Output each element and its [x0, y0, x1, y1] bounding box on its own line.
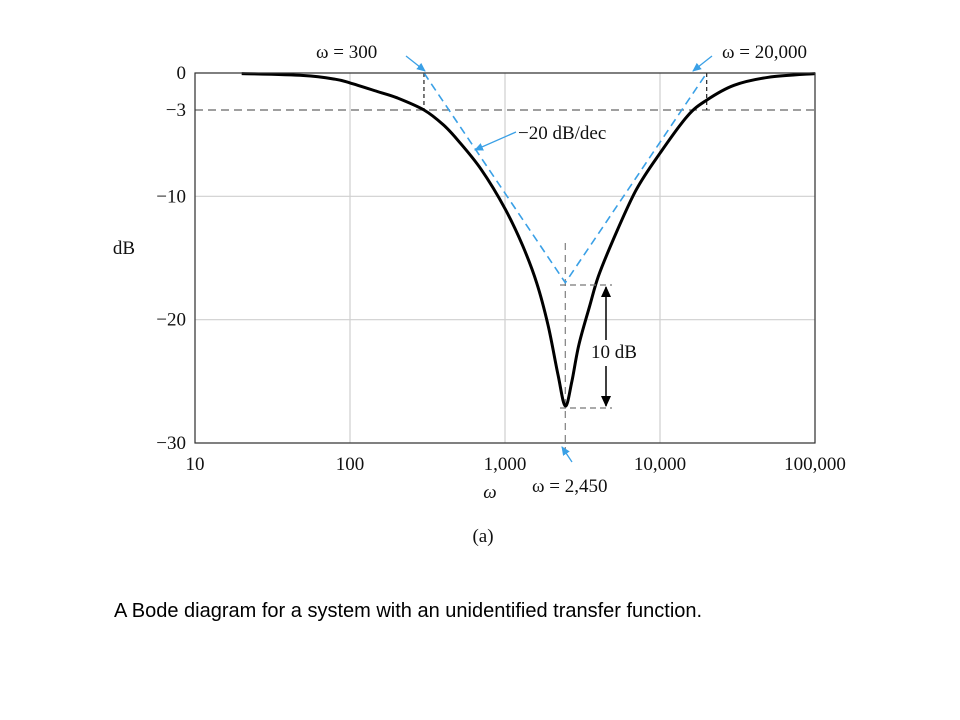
label-slope: −20 dB/dec	[518, 123, 606, 144]
x-tick-label-1: 100	[336, 454, 365, 475]
arrow-w20000	[692, 55, 713, 72]
y-tick-labels: 0 −3 −10 −20 −30	[156, 63, 186, 454]
label-gap: 10 dB	[591, 342, 637, 363]
reference-lines	[195, 73, 815, 455]
plot-frame	[194, 72, 816, 444]
arrow-w300	[405, 55, 426, 72]
asymptote-line	[423, 72, 708, 285]
arrow-slope	[474, 131, 517, 151]
series-layer	[241, 72, 816, 408]
y-tick-label-0: 0	[177, 63, 187, 84]
y-tick-label-2: −10	[156, 186, 186, 207]
y-axis-label: dB	[113, 238, 135, 259]
panel-label: (a)	[472, 526, 493, 547]
magnitude-curve	[241, 72, 816, 408]
label-w2450: ω = 2,450	[532, 476, 607, 497]
y-tick-label-3: −20	[156, 310, 186, 331]
y-tick-label-4: −30	[156, 433, 186, 454]
figure-caption: A Bode diagram for a system with an unid…	[114, 600, 703, 622]
x-tick-label-2: 1,000	[484, 454, 527, 475]
label-w20000: ω = 20,000	[722, 42, 807, 63]
y-tick-label-1: −3	[166, 100, 186, 121]
arrow-w2450	[561, 446, 573, 463]
x-tick-labels: 10 100 1,000 10,000 100,000	[186, 454, 846, 475]
annotations: ω = 300 ω = 20,000 −20 dB/dec ω = 2,450 …	[316, 42, 807, 497]
x-tick-label-3: 10,000	[634, 454, 686, 475]
grid-lines	[194, 72, 816, 444]
label-w300: ω = 300	[316, 42, 377, 63]
x-tick-label-4: 100,000	[784, 454, 846, 475]
x-axis-label: ω	[483, 482, 496, 503]
x-tick-label-0: 10	[186, 454, 205, 475]
